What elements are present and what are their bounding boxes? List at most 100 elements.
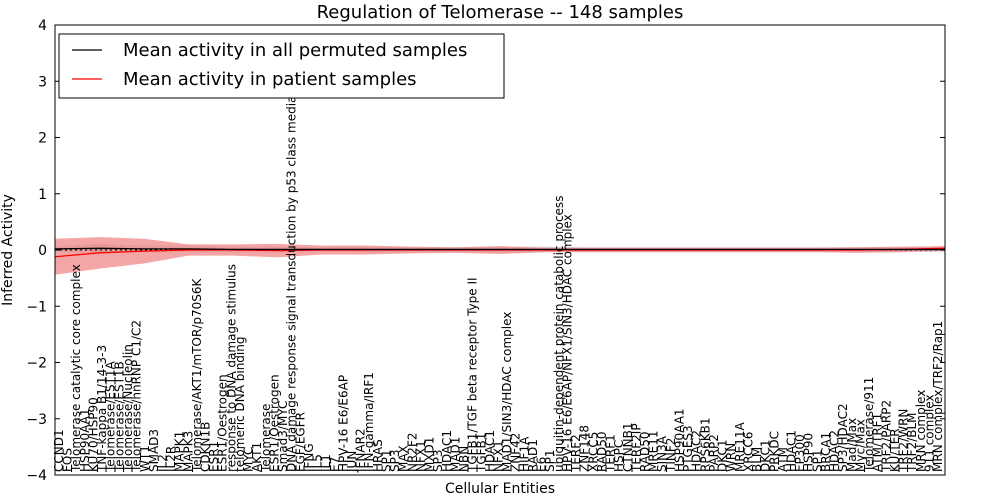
category-label: SP1 — [810, 450, 824, 473]
category-label: MAD1/SIN3/HDAC complex — [500, 312, 514, 472]
category-label: MYC — [242, 447, 256, 472]
category-label: ESR1/Oestrogen — [267, 374, 281, 472]
category-label: XRCC5 — [586, 432, 600, 472]
category-label: IL1 — [319, 454, 333, 472]
category-label: EGF/EGFR — [293, 412, 307, 472]
category-label: DKC1 — [716, 440, 730, 472]
category-label: JUN — [345, 451, 359, 473]
category-label: MRE11A — [733, 421, 747, 472]
category-label: HDAC2 — [690, 430, 704, 472]
category-label: Mad/Max — [845, 418, 859, 472]
category-label: RAD50 — [595, 431, 609, 472]
series-lines — [54, 247, 946, 258]
category-label: HDAC1 — [785, 430, 799, 472]
category-label: TGFB1 — [474, 433, 488, 473]
category-label: Telomerase catalytic core complex — [69, 264, 83, 473]
category-label: IL5 — [311, 454, 325, 472]
category-label: SP3/HDAC2 — [836, 403, 850, 472]
category-label: BRCA1 — [819, 432, 833, 472]
category-label: ZNF148 — [578, 425, 592, 472]
category-label: NFX1 — [414, 440, 428, 472]
y-tick-label: −1 — [26, 299, 47, 315]
category-label: SMAD3 — [147, 429, 161, 472]
category-label: HSP90AA1 — [78, 408, 92, 472]
category-label: TINF2 — [664, 438, 678, 473]
y-axis: 4 3 2 1 0 −1 −2 −3 −4 — [26, 18, 945, 484]
category-label: SP3 — [431, 450, 445, 473]
category-label: WRN — [724, 443, 738, 472]
category-label: MXD1 — [423, 437, 437, 472]
category-label: PTGES3 — [681, 425, 695, 472]
category-label: MAPK3 — [181, 431, 195, 472]
y-tick-label: 3 — [38, 74, 47, 90]
category-label: telomeric DNA binding — [233, 337, 247, 473]
category-label: XRCC6 — [741, 432, 755, 472]
category-label: Telomerase/EST1A — [104, 360, 118, 473]
category-label: TRF2/WRN — [897, 409, 911, 473]
category-label: HPV-16 E6/E6AP — [336, 375, 350, 472]
category-label: IL2 — [155, 454, 169, 472]
category-label: HDAC1 — [483, 430, 497, 472]
category-label: RAD50 — [638, 431, 652, 472]
category-label: WT1 — [138, 445, 152, 472]
category-label: response to DNA damage stimulus — [224, 264, 238, 472]
category-label: TNF-kappa B1/14-3-3 — [95, 345, 109, 473]
category-label: CTNNB1 — [621, 422, 635, 472]
y-tick-label: −4 — [26, 468, 47, 484]
category-label: MAPK1 — [173, 431, 187, 472]
x-axis-label: Cellular Entities — [445, 481, 555, 497]
category-label: IL2R — [164, 446, 178, 472]
line-permuted — [54, 247, 945, 251]
category-label: HSP90 — [802, 433, 816, 472]
band-patient — [55, 237, 945, 275]
category-label: TRF2/BLM — [905, 412, 919, 473]
category-label: KU70/HSP90 — [86, 397, 100, 472]
category-label: NR2F2 — [405, 433, 419, 473]
category-label: ATM — [776, 447, 790, 472]
category-label: DNA damage response signal transduction … — [285, 79, 299, 472]
chart-title: Regulation of Telomerase -- 148 samples — [317, 2, 684, 23]
category-label: HDAC1 — [440, 430, 454, 472]
category-label: ESR1 — [207, 441, 221, 472]
category-label: RAD1 — [526, 439, 540, 472]
category-label: Telomerase/911 — [862, 377, 876, 473]
y-tick-label: 1 — [38, 187, 47, 203]
category-label: HDAC2 — [828, 430, 842, 472]
category-label: HSPC — [612, 440, 626, 472]
category-label: MRN complex — [914, 390, 928, 472]
y-tick-label: 2 — [38, 131, 47, 147]
category-label: Telomerase/hnRNP C1/C2 — [130, 320, 144, 473]
legend-label-permuted: Mean activity in all permuted samples — [123, 40, 467, 61]
category-label: MRN complex/TRF2/Rap1 — [931, 321, 945, 472]
category-label: AKT1 — [250, 442, 264, 472]
y-tick-label: −3 — [26, 412, 47, 428]
legend-label-patient: Mean activity in patient samples — [123, 69, 417, 90]
plot-frame — [54, 24, 946, 476]
category-label: TRF2/PARP2 — [879, 400, 893, 473]
category-label: IFN-gamma/IRF1 — [362, 372, 376, 472]
y-tick-label: 4 — [38, 18, 47, 34]
category-label: ubiquitin-dependent protein catabolic pr… — [552, 196, 566, 472]
category-label: ZNF42 — [509, 433, 523, 472]
category-label: NBN — [457, 446, 471, 472]
category-label: SP3 — [388, 450, 402, 473]
category-label: ATM/TRF1 — [871, 413, 885, 472]
category-label: Telomerase/EST1B — [112, 361, 126, 473]
category-label: TGFB1/TGF beta receptor Type II — [466, 277, 480, 473]
category-label: EP300 — [793, 434, 807, 472]
category-label: CDKN1B — [199, 422, 213, 472]
legend: Mean activity in all permuted samples Me… — [58, 33, 505, 99]
y-axis-label: Inferred Activity — [0, 194, 16, 306]
category-label: SP1 — [379, 450, 393, 473]
category-label: RPS6KB1 — [698, 417, 712, 472]
category-label: HSP90AA1 — [672, 408, 686, 472]
category-label: HIF1A — [517, 436, 531, 472]
category-label: BLM — [750, 447, 764, 472]
category-label: TERF2IP — [629, 423, 643, 473]
category-label: IFNG — [302, 443, 316, 472]
category-label: 911 complex — [922, 394, 936, 472]
category-label: Smad3/MYC — [276, 401, 290, 472]
category-label: IFNAR2 — [354, 428, 368, 472]
